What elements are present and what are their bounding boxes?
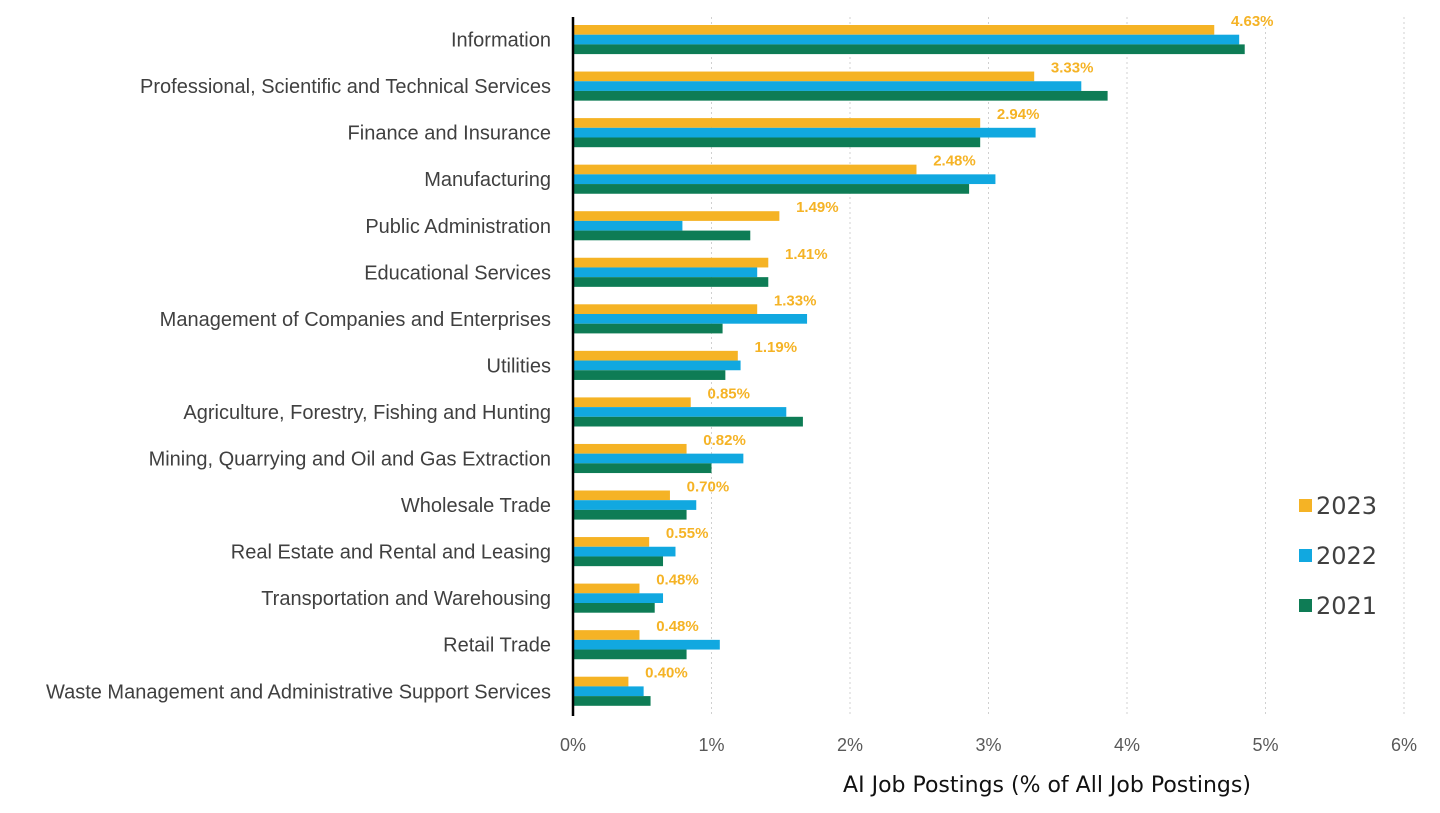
data-label: 0.48% (656, 572, 699, 589)
category-label: Public Administration (365, 216, 551, 238)
bar-2023-13 (573, 630, 640, 640)
legend-label: 2023 (1316, 492, 1377, 520)
x-tick-label: 1% (698, 735, 724, 755)
category-label: Utilities (487, 355, 551, 377)
bar-2022-8 (573, 407, 787, 417)
bar-2022-3 (573, 174, 996, 185)
bar-2022-2 (573, 127, 1036, 138)
data-label: 1.33% (774, 292, 817, 309)
bar-2022-11 (573, 546, 676, 557)
x-tick-label: 4% (1114, 735, 1140, 755)
bar-2021-12 (573, 603, 655, 613)
legend-swatch-2021 (1299, 599, 1312, 612)
bar-2022-9 (573, 453, 744, 464)
bar-2021-14 (573, 696, 651, 706)
data-label: 1.19% (755, 339, 798, 356)
data-label: 4.63% (1231, 13, 1274, 30)
bar-2023-11 (573, 537, 650, 547)
bar-2021-9 (573, 463, 712, 474)
category-label: Educational Services (364, 262, 551, 284)
bar-2022-6 (573, 314, 808, 324)
bar-2021-6 (573, 323, 723, 334)
legend-label: 2021 (1316, 592, 1377, 620)
bar-2022-14 (573, 686, 644, 697)
category-label: Mining, Quarrying and Oil and Gas Extrac… (149, 449, 551, 471)
category-label: Waste Management and Administrative Supp… (46, 681, 551, 703)
bar-2023-8 (573, 397, 691, 408)
bar-2022-10 (573, 500, 697, 510)
x-tick-label: 6% (1391, 735, 1417, 755)
data-label: 0.82% (703, 432, 746, 449)
bar-2022-12 (573, 593, 664, 603)
bar-2021-7 (573, 370, 726, 380)
bar-2021-3 (573, 184, 970, 194)
bar-2023-0 (573, 25, 1215, 35)
legend: 2023 2022 2021 (1299, 492, 1377, 620)
legend-swatch-2023 (1299, 499, 1312, 512)
bar-2022-13 (573, 639, 720, 650)
x-tick-label: 2% (837, 735, 863, 755)
category-label: Professional, Scientific and Technical S… (140, 76, 551, 98)
bar-2023-5 (573, 257, 769, 268)
bar-2022-7 (573, 360, 741, 371)
x-tick-label: 5% (1252, 735, 1278, 755)
data-labels: 4.63% 3.33% 2.94% 2.48% 1.49% 1.41% 1.33% 1.19%… (645, 13, 1273, 682)
data-label: 0.48% (656, 618, 699, 635)
category-label: Manufacturing (424, 169, 551, 191)
bar-2023-4 (573, 211, 780, 221)
x-axis-title: AI Job Postings (% of All Job Postings) (843, 773, 1251, 798)
bar-2021-11 (573, 556, 664, 567)
bar-2021-0 (573, 44, 1245, 55)
legend-label: 2022 (1316, 542, 1377, 570)
bar-2021-2 (573, 137, 981, 148)
bar-2023-7 (573, 350, 738, 361)
data-label: 0.40% (645, 665, 688, 682)
bar-2022-4 (573, 220, 683, 231)
bar-2021-5 (573, 277, 769, 287)
category-label: Wholesale Trade (401, 495, 551, 517)
bar-2021-13 (573, 649, 687, 660)
data-label: 0.70% (687, 479, 730, 496)
bar-2022-5 (573, 267, 758, 278)
category-label: Transportation and Warehousing (261, 588, 551, 610)
bar-2022-0 (573, 34, 1240, 45)
bar-2023-12 (573, 583, 640, 594)
bars (573, 25, 1245, 706)
x-tick-label: 3% (975, 735, 1001, 755)
bar-2023-9 (573, 443, 687, 454)
legend-swatch-2022 (1299, 549, 1312, 562)
bar-2021-4 (573, 230, 751, 241)
bar-2021-8 (573, 416, 803, 427)
category-labels: Information Professional, Scientific and … (46, 30, 551, 704)
bar-2023-1 (573, 71, 1035, 82)
x-tick-labels: 0% 1% 2% 3% 4% 5% 6% (560, 735, 1417, 755)
data-label: 0.55% (666, 525, 709, 542)
data-label: 0.85% (707, 385, 750, 402)
bar-2023-3 (573, 164, 917, 175)
category-label: Information (451, 30, 551, 52)
bar-2023-14 (573, 676, 629, 687)
data-label: 2.48% (933, 153, 976, 170)
bar-2023-6 (573, 304, 758, 314)
category-label: Agriculture, Forestry, Fishing and Hunti… (183, 402, 551, 424)
category-label: Management of Companies and Enterprises (160, 309, 551, 331)
data-label: 2.94% (997, 106, 1040, 123)
data-label: 1.49% (796, 199, 839, 216)
category-label: Finance and Insurance (348, 123, 551, 145)
data-label: 1.41% (785, 246, 828, 263)
bar-2021-1 (573, 90, 1108, 101)
bar-2022-1 (573, 81, 1082, 91)
x-tick-label: 0% (560, 735, 586, 755)
category-label: Real Estate and Rental and Leasing (231, 542, 551, 564)
bar-2023-10 (573, 490, 670, 501)
data-label: 3.33% (1051, 60, 1094, 77)
category-label: Retail Trade (443, 635, 551, 657)
bar-2021-10 (573, 509, 687, 520)
bar-2023-2 (573, 118, 981, 128)
